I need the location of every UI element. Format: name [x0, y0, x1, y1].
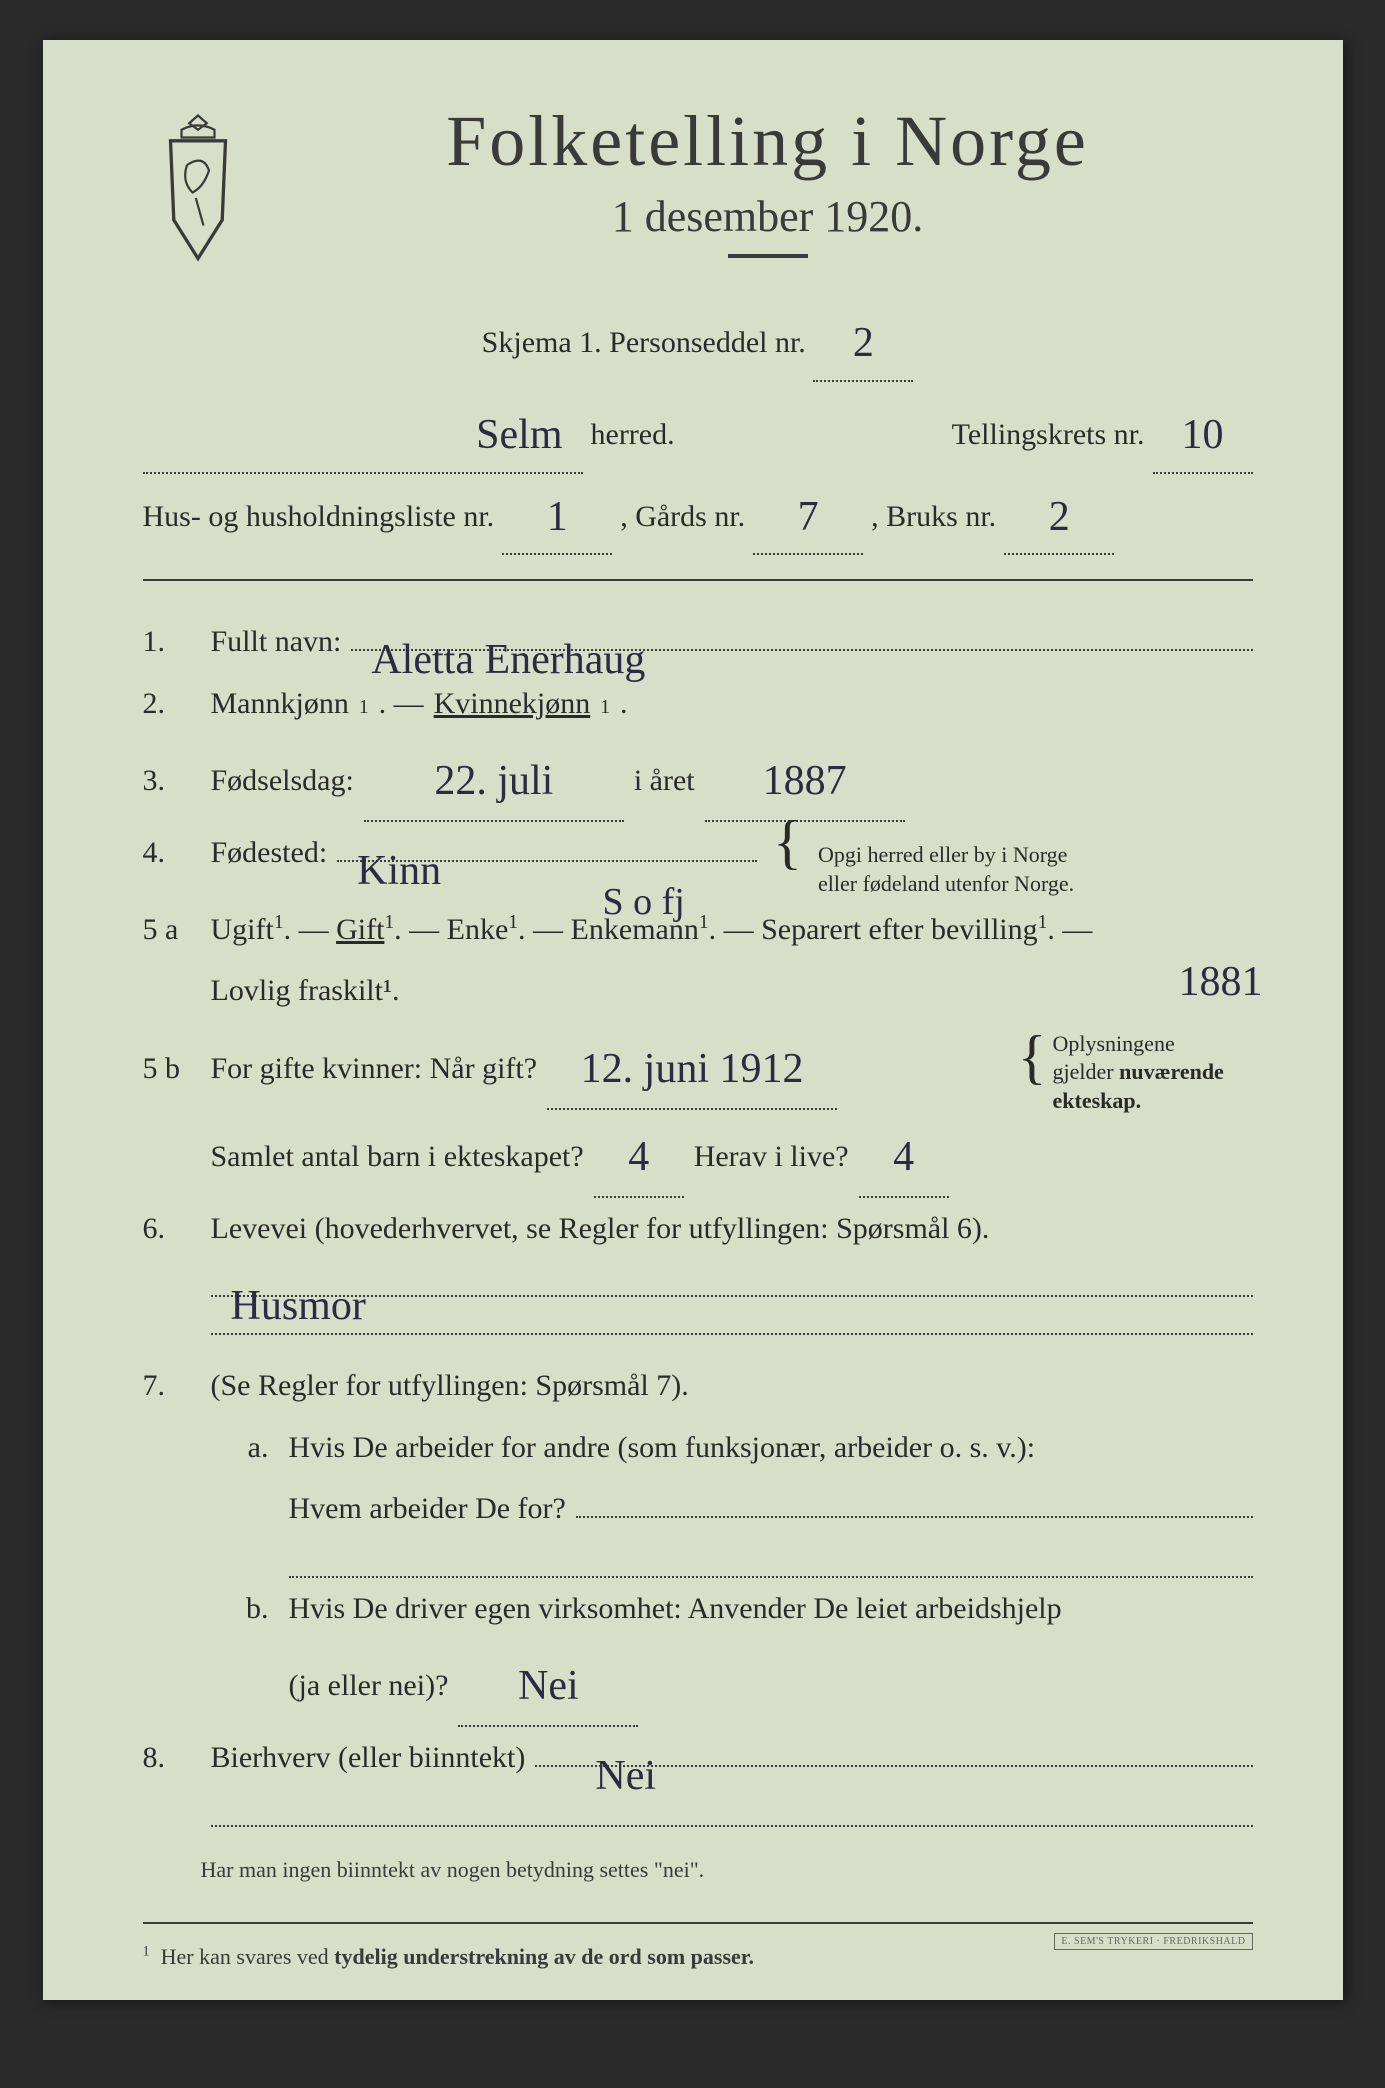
q5a-row2: Lovlig fraskilt¹.	[143, 960, 1253, 1022]
footer-note1: Har man ingen biinntekt av nogen betydni…	[201, 1847, 1253, 1892]
q6-row2: Husmor	[143, 1259, 1253, 1297]
q4-row: 4. Fødested: Kinn { Opgi herred eller by…	[143, 822, 1253, 898]
q5b-row1: 5 b For gifte kvinner: Når gift? 12. jun…	[143, 1022, 1253, 1110]
q5b-side1: Oplysningene	[1053, 1031, 1175, 1056]
q2-kvinne: Kvinnekjønn	[434, 673, 591, 735]
q1-row: 1. Fullt navn: Aletta Enerhaug	[143, 611, 1253, 673]
q7b-line1: Hvis De driver egen virksomhet: Anvender…	[289, 1578, 1062, 1640]
meta-line-3: Hus- og husholdningsliste nr. 1 , Gårds …	[143, 474, 1253, 556]
q5a-row: 5 a Ugift1. — Gift1. — Enke1. — Enkemann…	[143, 899, 1253, 961]
meta-line-2: Selm herred. Tellingskrets nr. 10	[143, 392, 1253, 474]
q2-sup1: 1	[359, 688, 369, 728]
q7a-line1: Hvis De arbeider for andre (som funksjon…	[289, 1417, 1036, 1479]
q6-row3	[143, 1297, 1253, 1335]
brace-icon-2: {	[1018, 1042, 1047, 1072]
husliste-label: Hus- og husholdningsliste nr.	[143, 488, 495, 545]
tellingskrets-label: Tellingskrets nr.	[952, 406, 1145, 463]
q2-mann: Mannkjønn	[211, 673, 349, 735]
q1-label: Fullt navn:	[211, 611, 342, 673]
divider-top	[143, 579, 1253, 581]
skjema-label: Skjema 1. Personseddel nr.	[482, 326, 806, 359]
q7-row: 7. (Se Regler for utfyllingen: Spørsmål …	[143, 1355, 1253, 1417]
crest-svg	[143, 110, 253, 264]
q7b-line2: (ja eller nei)?	[289, 1655, 449, 1717]
q5a-num: 5 a	[143, 899, 201, 961]
q5b-num: 5 b	[143, 1038, 201, 1100]
q1-value: Aletta Enerhaug	[371, 617, 645, 655]
q8-row2	[143, 1789, 1253, 1827]
q4-label: Fødested:	[211, 822, 328, 884]
q8-label: Bierhverv (eller biinntekt)	[211, 1727, 526, 1789]
q6-row: 6. Levevei (hovederhvervet, se Regler fo…	[143, 1198, 1253, 1260]
q3-year: 1887	[763, 758, 847, 804]
q5b-val1: 12. juni 1912	[581, 1046, 804, 1092]
q3-row: 3. Fødselsdag: 22. juli i året 1887	[143, 734, 1253, 822]
q7b-value: Nei	[518, 1663, 579, 1709]
printer-mark: E. SEM'S TRYKERI · FREDRIKSHALD	[1054, 1933, 1252, 1950]
form-body: 1. Fullt navn: Aletta Enerhaug 2. Mannkj…	[143, 611, 1253, 1979]
bruks-label: , Bruks nr.	[871, 488, 996, 545]
herred-label: herred.	[591, 406, 675, 463]
footer-sup: 1	[143, 1944, 150, 1960]
q7-num: 7.	[143, 1355, 201, 1417]
q7a-line2: Hvem arbeider De for?	[289, 1478, 566, 1540]
q4-note: Opgi herred eller by i Norge eller fødel…	[818, 841, 1074, 898]
q8-num: 8.	[143, 1727, 201, 1789]
q5a-opts: Ugift1. — Gift1. — Enke1. — Enkemann1. —…	[211, 899, 1093, 961]
personseddel-nr: 2	[853, 320, 874, 366]
q5b-label1: For gifte kvinner: Når gift?	[211, 1038, 538, 1100]
q2-num: 2.	[143, 673, 201, 735]
q2-sup2: 1	[600, 688, 610, 728]
q3-day: 22. juli	[434, 758, 553, 804]
q4-num: 4.	[143, 822, 201, 884]
q8-row: 8. Bierhverv (eller biinntekt) Nei	[143, 1727, 1253, 1789]
q6-value: Husmor	[231, 1263, 366, 1301]
q7a-row2: Hvem arbeider De for?	[143, 1478, 1253, 1540]
q5a-opts2: Lovlig fraskilt¹.	[211, 960, 400, 1022]
subtitle: 1 desember 1920.	[283, 191, 1253, 242]
q3-num: 3.	[143, 750, 201, 812]
meta-line-1: Skjema 1. Personseddel nr. 2	[143, 300, 1253, 382]
q5b-val3: 4	[893, 1134, 914, 1180]
q7b-row2: (ja eller nei)? Nei	[143, 1639, 1253, 1727]
q5b-label2: Samlet antal barn i ekteskapet?	[211, 1126, 584, 1188]
q7a-row3	[143, 1540, 1253, 1578]
main-title: Folketelling i Norge	[283, 100, 1253, 183]
q7-label: (Se Regler for utfyllingen: Spørsmål 7).	[211, 1355, 689, 1417]
q5b-val2: 4	[628, 1134, 649, 1180]
coat-of-arms-icon	[143, 110, 253, 260]
q7b-row1: b. Hvis De driver egen virksomhet: Anven…	[143, 1578, 1253, 1640]
q6-num: 6.	[143, 1198, 201, 1260]
header: Folketelling i Norge 1 desember 1920.	[143, 100, 1253, 260]
q3-mid: i året	[634, 750, 695, 812]
husliste-nr: 1	[547, 494, 568, 540]
q2-row: 2. Mannkjønn1. — Kvinnekjønn1.	[143, 673, 1253, 735]
footnote-rule	[143, 1922, 1253, 1924]
q4-note-l1: Opgi herred eller by i Norge	[818, 842, 1067, 867]
q7b-num: b.	[211, 1578, 279, 1640]
q7a-row1: a. Hvis De arbeider for andre (som funks…	[143, 1417, 1253, 1479]
q5b-side: Oplysningene gjelder nuværende ekteskap.	[1053, 1030, 1253, 1116]
tellingskrets-nr: 10	[1182, 412, 1224, 458]
census-form-page: Folketelling i Norge 1 desember 1920. Sk…	[43, 40, 1343, 2000]
q5b-label3: Herav i live?	[694, 1126, 849, 1188]
gards-label: , Gårds nr.	[620, 488, 745, 545]
q1-num: 1.	[143, 611, 201, 673]
herred-name: Selm	[476, 412, 562, 458]
gards-nr: 7	[798, 494, 819, 540]
q5b-row2: Samlet antal barn i ekteskapet? 4 Herav …	[143, 1110, 1253, 1198]
title-rule	[728, 254, 808, 258]
bruks-nr: 2	[1049, 494, 1070, 540]
q7a-num: a.	[211, 1417, 279, 1479]
q5b-side2: gjelder nuværende	[1053, 1059, 1224, 1084]
q4-value: Kinn	[357, 828, 441, 866]
title-block: Folketelling i Norge 1 desember 1920.	[283, 100, 1253, 258]
q3-label: Fødselsdag:	[211, 750, 354, 812]
meta-section: Skjema 1. Personseddel nr. 2 Selm herred…	[143, 300, 1253, 555]
q8-value: Nei	[595, 1733, 656, 1771]
q2-dash: . —	[379, 673, 424, 735]
q6-label: Levevei (hovederhvervet, se Regler for u…	[211, 1198, 990, 1260]
brace-icon: {	[773, 827, 802, 857]
q4-note-l2: eller fødeland utenfor Norge.	[818, 871, 1074, 896]
